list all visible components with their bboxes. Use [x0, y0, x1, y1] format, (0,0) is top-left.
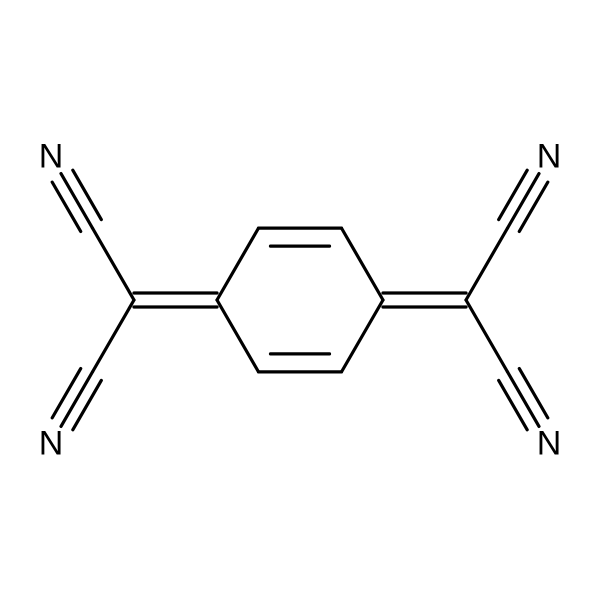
bond-line	[508, 174, 539, 229]
bond-line	[73, 170, 101, 219]
bond-line	[466, 228, 508, 300]
bond-line	[73, 380, 101, 429]
bond-line	[217, 228, 259, 300]
bond-line	[499, 380, 527, 429]
bond-line	[52, 369, 80, 418]
bond-line	[61, 372, 92, 427]
bond-line	[52, 182, 80, 231]
bond-line	[499, 170, 527, 219]
bond-line	[61, 174, 92, 229]
bond-line	[217, 300, 259, 372]
atom-label-n: N	[537, 137, 562, 175]
bond-line	[466, 300, 508, 372]
atom-label-n: N	[39, 137, 64, 175]
bond-line	[342, 300, 384, 372]
molecule-diagram: N N N N	[0, 0, 600, 600]
bond-line	[342, 228, 384, 300]
bond-line	[508, 372, 539, 427]
bond-line	[93, 228, 135, 300]
atom-label-n: N	[537, 425, 562, 463]
atom-label-n: N	[39, 425, 64, 463]
bond-line	[519, 182, 547, 231]
bond-line	[519, 369, 547, 418]
bond-line	[93, 300, 135, 372]
